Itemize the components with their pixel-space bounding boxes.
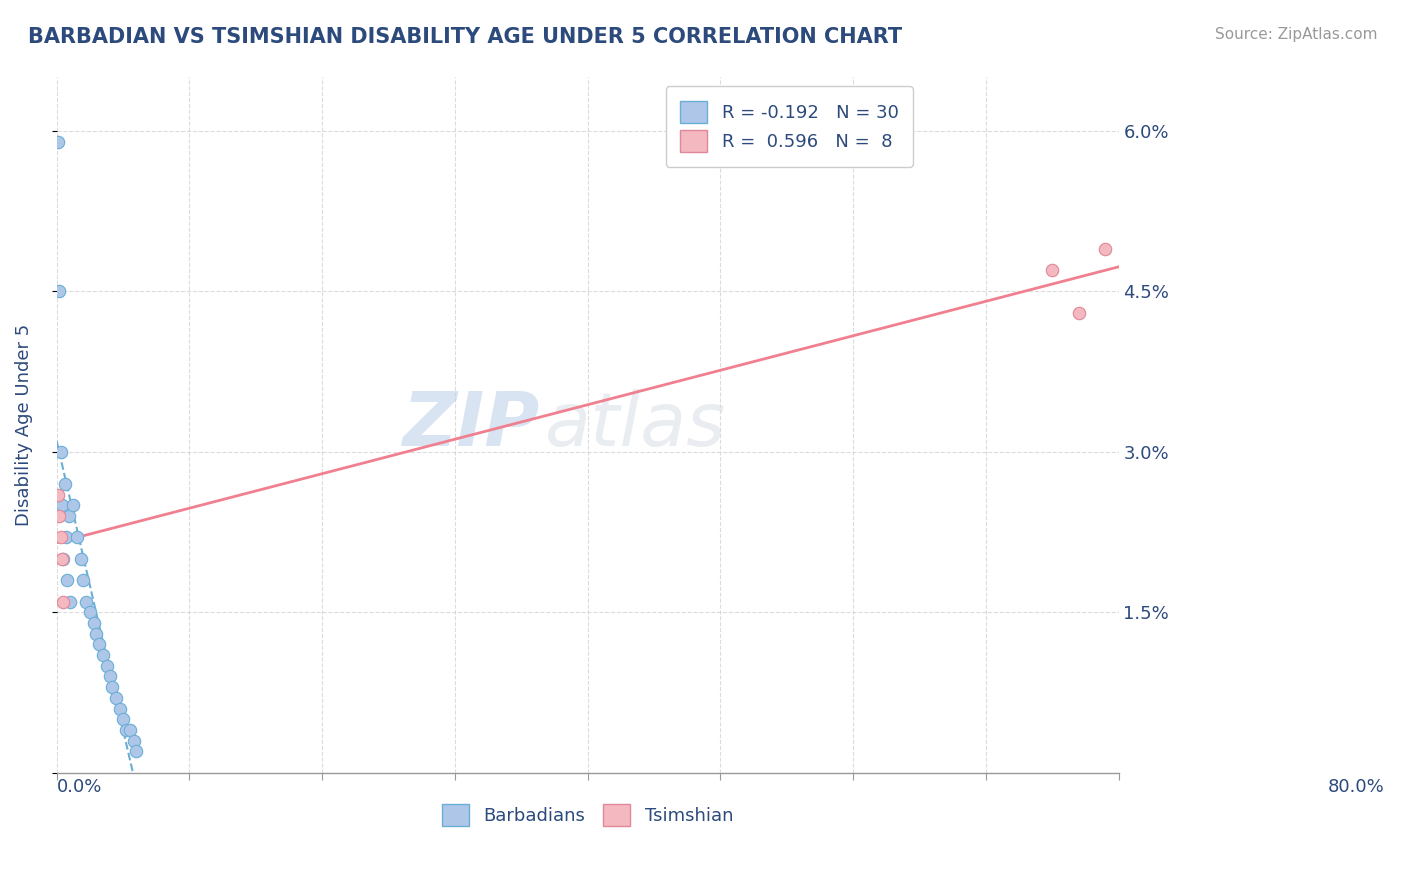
Point [65,530,87,544]
Text: 0.0%: 0.0% [56,778,103,796]
Point [79,605,101,619]
Text: 80.0%: 80.0% [1327,778,1384,796]
Point [72,573,94,587]
Point [83,615,105,630]
Text: atlas: atlas [546,389,727,461]
Point [111,712,134,726]
Point [105,690,128,705]
Point [46,135,69,149]
Point [56,573,79,587]
Point [52,551,75,566]
Point [49,530,72,544]
Text: ZIP: ZIP [402,389,540,461]
Point [69,551,91,566]
Legend: Barbadians, Tsimshian: Barbadians, Tsimshian [434,797,741,833]
Point [59,594,82,608]
Text: BARBADIAN VS TSIMSHIAN DISABILITY AGE UNDER 5 CORRELATION CHART: BARBADIAN VS TSIMSHIAN DISABILITY AGE UN… [28,27,903,46]
Point [1094,242,1116,256]
Point [110,701,132,715]
Point [1040,263,1063,277]
Point [87,637,110,651]
Point [91,648,114,662]
Text: Source: ZipAtlas.com: Source: ZipAtlas.com [1215,27,1378,42]
Point [98,669,121,683]
Point [86,626,108,640]
Y-axis label: Disability Age Under 5: Disability Age Under 5 [15,324,32,526]
Point [55,530,77,544]
Point [46,488,69,502]
Point [48,508,70,523]
Point [52,594,75,608]
Point [48,285,70,299]
Point [1067,306,1090,320]
Point [51,499,73,513]
Point [58,508,80,523]
Point [53,477,76,491]
Point [51,551,73,566]
Point [125,744,148,758]
Point [49,445,72,459]
Point [75,594,97,608]
Point [101,680,124,694]
Point [118,723,141,737]
Point [122,733,145,747]
Point [96,658,118,673]
Point [114,723,136,737]
Point [62,499,84,513]
